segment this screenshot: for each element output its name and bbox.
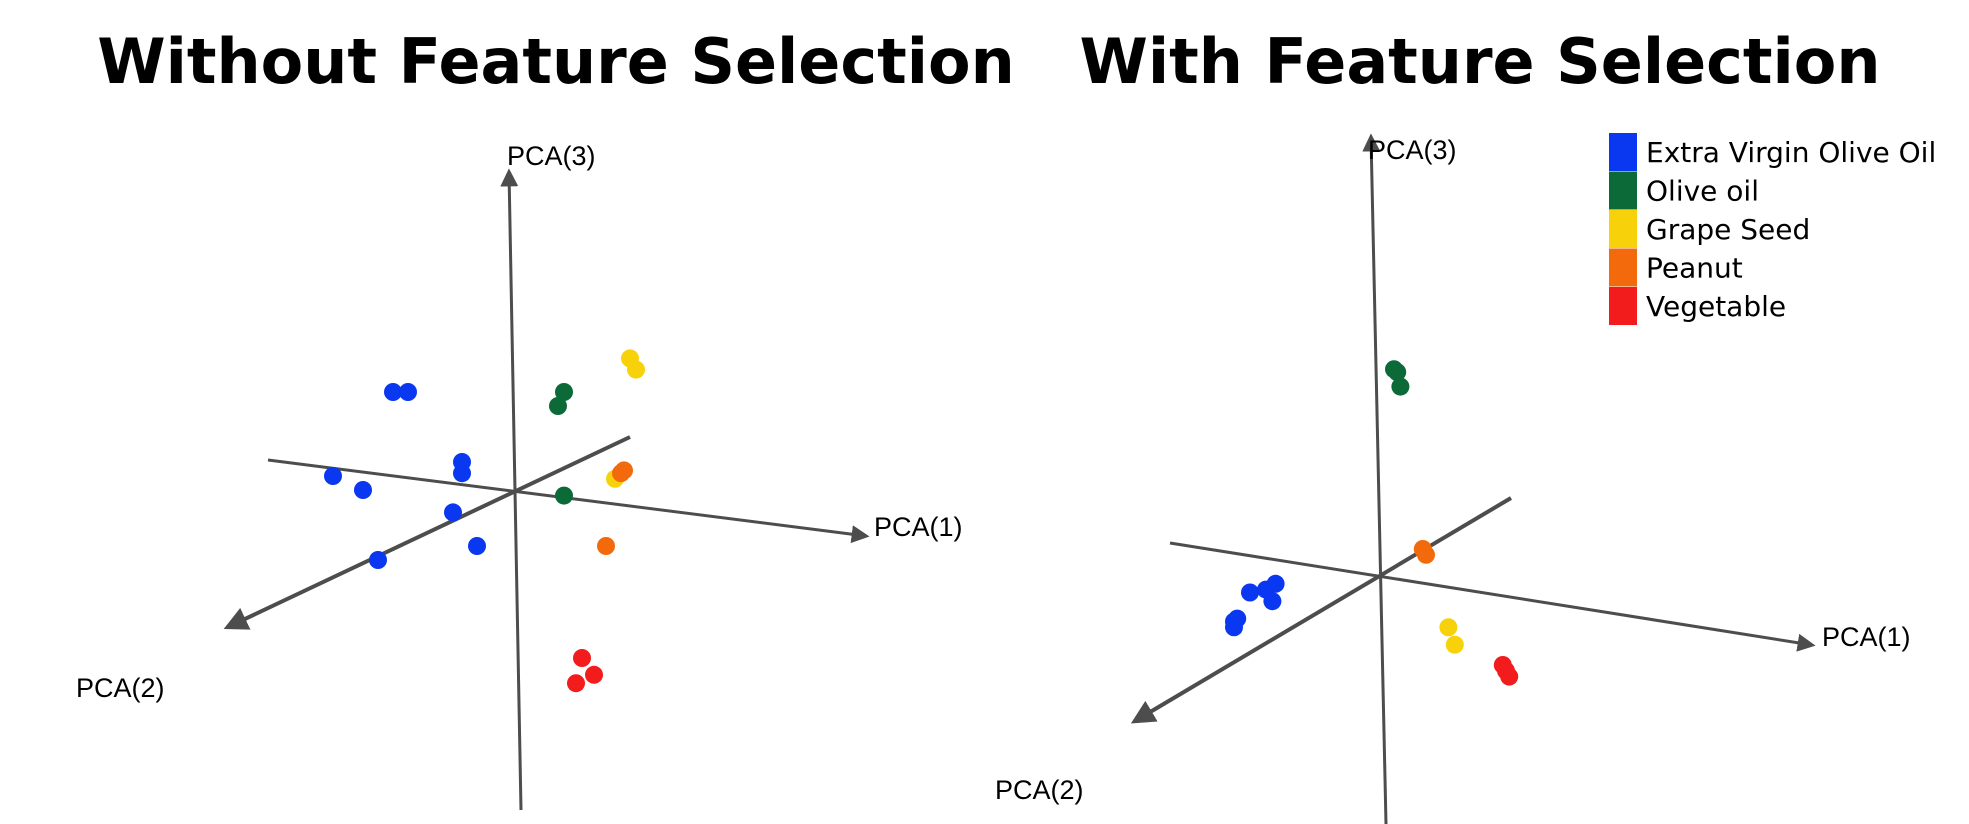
legend-label-olive-oil: Olive oil xyxy=(1646,175,1759,208)
scatter-points-left xyxy=(324,349,645,693)
point-vegetable xyxy=(573,649,591,667)
axis-label-pca1: PCA(1) xyxy=(1822,622,1911,652)
point-olive-oil xyxy=(555,383,573,401)
axis-label-pca3: PCA(3) xyxy=(1368,135,1457,165)
point-extra-virgin-olive-oil xyxy=(399,383,417,401)
point-grape-seed xyxy=(1445,635,1464,654)
point-vegetable xyxy=(585,665,603,684)
scatter-points-right xyxy=(1225,360,1519,686)
point-peanut xyxy=(1417,545,1435,564)
point-olive-oil xyxy=(1388,363,1407,382)
point-extra-virgin-olive-oil xyxy=(324,467,342,485)
chart-title: With Feature Selection xyxy=(1079,25,1880,98)
axis-label-pca2: PCA(2) xyxy=(76,673,165,703)
point-extra-virgin-olive-oil xyxy=(453,464,471,483)
point-extra-virgin-olive-oil xyxy=(354,481,372,499)
point-grape-seed xyxy=(1439,618,1458,637)
point-vegetable xyxy=(1500,667,1519,686)
legend-label-grape-seed: Grape Seed xyxy=(1646,213,1810,246)
panel-without-feature-selection: Without Feature Selection PCA(3) PCA(1) … xyxy=(76,25,1015,811)
legend-swatch-vegetable xyxy=(1609,287,1637,325)
point-extra-virgin-olive-oil xyxy=(1241,583,1259,602)
legend-swatch-peanut xyxy=(1609,248,1637,287)
axis-pca3 xyxy=(1362,133,1388,824)
point-vegetable xyxy=(567,674,585,693)
legend-label-vegetable: Vegetable xyxy=(1646,290,1786,323)
point-olive-oil xyxy=(549,397,567,415)
axis-label-pca1: PCA(1) xyxy=(874,512,963,542)
axis-label-pca3: PCA(3) xyxy=(507,141,596,171)
axis-pca1 xyxy=(1169,541,1816,652)
axis-pca2 xyxy=(223,435,631,630)
chart-title: Without Feature Selection xyxy=(97,25,1014,98)
point-peanut xyxy=(597,537,615,555)
point-olive-oil xyxy=(555,486,573,505)
point-extra-virgin-olive-oil xyxy=(1263,592,1282,611)
legend-swatch-olive-oil xyxy=(1609,171,1637,210)
point-extra-virgin-olive-oil xyxy=(1266,574,1285,593)
axis-pca3 xyxy=(500,168,523,811)
point-extra-virgin-olive-oil xyxy=(384,383,402,401)
legend-swatch-extra-virgin-olive-oil xyxy=(1609,133,1637,171)
point-extra-virgin-olive-oil xyxy=(369,551,387,569)
point-grape-seed xyxy=(627,360,645,379)
legend-label-extra-virgin-olive-oil: Extra Virgin Olive Oil xyxy=(1646,136,1936,169)
panel-with-feature-selection: With Feature Selection PCA(3) PCA(1) PCA… xyxy=(995,25,1911,824)
axis-pca2 xyxy=(1130,496,1513,724)
axis-label-pca2: PCA(2) xyxy=(995,775,1084,805)
legend: Extra Virgin Olive Oil Olive oil Grape See… xyxy=(1609,133,1936,325)
legend-swatch-grape-seed xyxy=(1609,210,1637,248)
point-peanut xyxy=(612,464,630,483)
legend-label-peanut: Peanut xyxy=(1646,252,1743,285)
point-extra-virgin-olive-oil xyxy=(468,537,486,555)
point-extra-virgin-olive-oil xyxy=(444,503,462,522)
point-olive-oil xyxy=(1391,377,1410,396)
point-extra-virgin-olive-oil xyxy=(1225,618,1243,637)
